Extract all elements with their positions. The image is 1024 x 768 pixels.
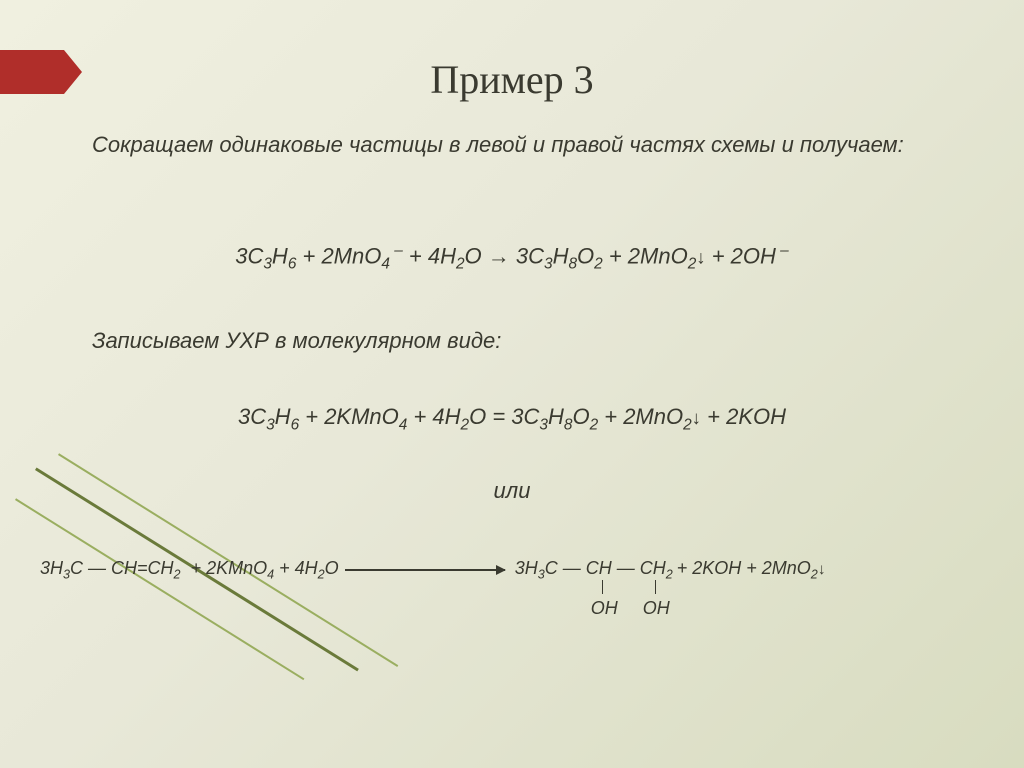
oh-label: OH: [591, 598, 618, 619]
structural-equation: 3H3C ― CH=CH2 + 2KMnO4 + 4H2O 3H3C ― CH …: [40, 558, 994, 582]
slide-title: Пример 3: [0, 56, 1024, 103]
oh-label: OH: [643, 598, 670, 619]
ionic-equation: 3C3H6 + 2MnO4 – + 4H2O → 3C3H8O2 + 2MnO2…: [0, 242, 1024, 274]
slide: Пример 3 Сокращаем одинаковые частицы в …: [0, 0, 1024, 768]
or-label: или: [0, 478, 1024, 504]
bond-line-icon: [655, 580, 657, 594]
reaction-arrow-icon: [345, 569, 505, 571]
molecular-intro-paragraph: Записываем УХР в молекулярном виде:: [92, 328, 501, 354]
bond-line-icon: [602, 580, 604, 594]
product-carbon-chain: 3H3C ― CH ― CH2: [515, 558, 673, 578]
intro-paragraph: Сокращаем одинаковые частицы в левой и п…: [92, 130, 964, 160]
structural-reactants: 3H3C ― CH=CH2 + 2KMnO4 + 4H2O: [40, 558, 339, 582]
structural-product: 3H3C ― CH ― CH2 OH OH: [515, 558, 673, 582]
diagonal-line: [15, 498, 304, 680]
structural-byproducts: + 2KOH + 2MnO2↓: [677, 558, 826, 582]
molecular-equation: 3C3H6 + 2KMnO4 + 4H2O = 3C3H8O2 + 2MnO2↓…: [0, 404, 1024, 434]
